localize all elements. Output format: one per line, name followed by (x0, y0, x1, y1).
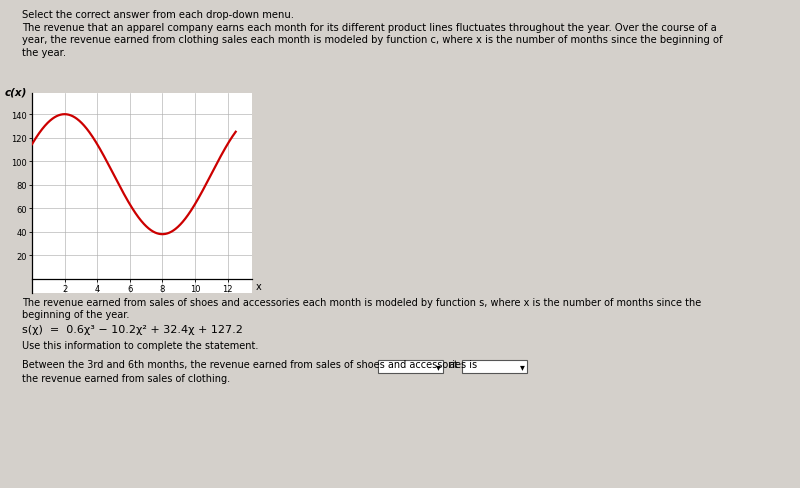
Text: at: at (448, 360, 458, 370)
Text: Select the correct answer from each drop-down menu.: Select the correct answer from each drop… (22, 10, 294, 20)
Text: Use this information to complete the statement.: Use this information to complete the sta… (22, 340, 258, 350)
Text: c(x): c(x) (5, 87, 27, 97)
Text: Between the 3rd and 6th months, the revenue earned from sales of shoes and acces: Between the 3rd and 6th months, the reve… (22, 360, 477, 370)
Bar (378, 360, 443, 373)
Text: the revenue earned from sales of clothing.: the revenue earned from sales of clothin… (22, 373, 230, 383)
Text: x: x (255, 281, 261, 291)
Text: s(χ)  =  0.6χ³ − 10.2χ² + 32.4χ + 127.2: s(χ) = 0.6χ³ − 10.2χ² + 32.4χ + 127.2 (22, 325, 243, 334)
Text: year, the revenue earned from clothing sales each month is modeled by function c: year, the revenue earned from clothing s… (22, 36, 722, 45)
Bar (462, 360, 527, 373)
Text: The revenue that an apparel company earns each month for its different product l: The revenue that an apparel company earn… (22, 23, 717, 33)
Text: the year.: the year. (22, 48, 66, 58)
Text: ▾: ▾ (435, 362, 441, 372)
Text: beginning of the year.: beginning of the year. (22, 310, 130, 320)
Text: ▾: ▾ (519, 362, 525, 372)
Text: The revenue earned from sales of shoes and accessories each month is modeled by : The revenue earned from sales of shoes a… (22, 297, 702, 307)
